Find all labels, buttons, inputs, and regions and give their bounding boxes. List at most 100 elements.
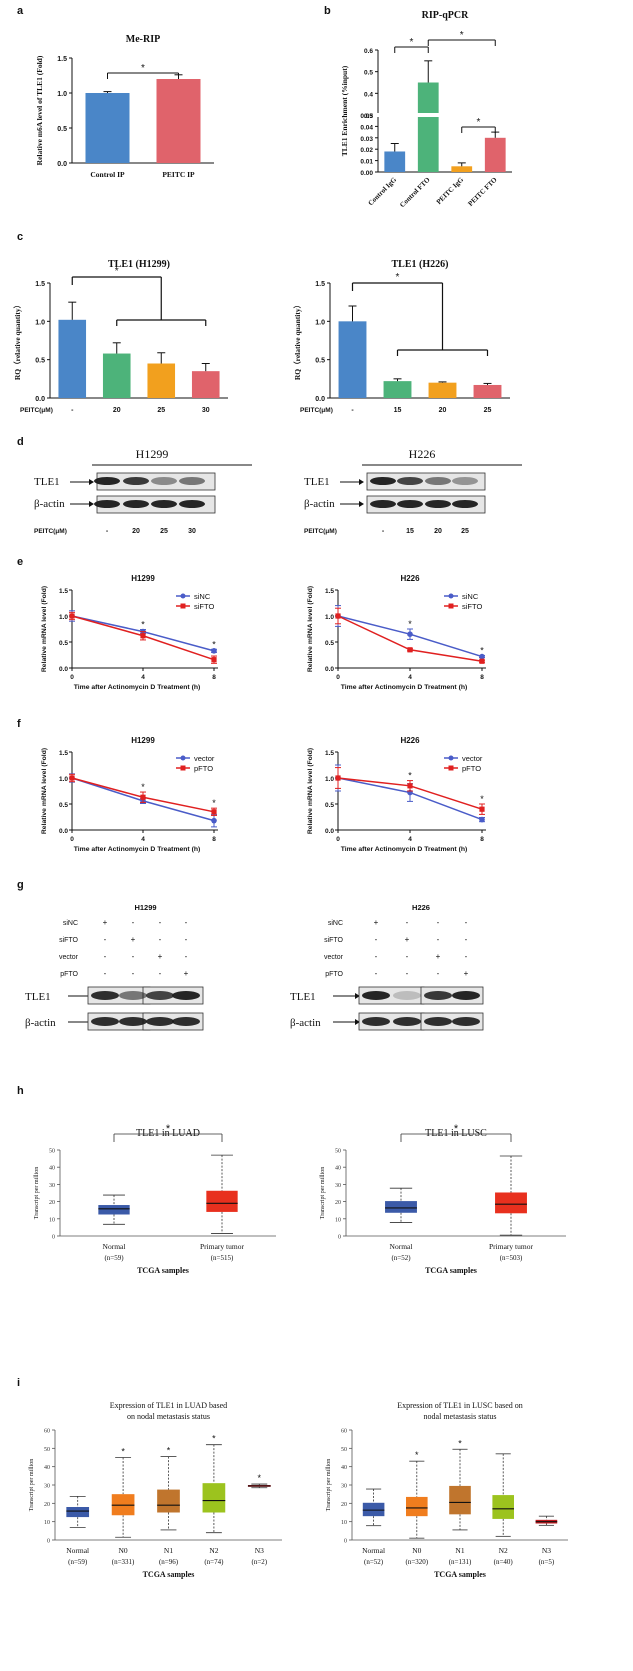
y-tick-label: 60 bbox=[341, 1429, 347, 1435]
chart-e2: H226 0.0 0.5 1.0 1.5 0 4 8 Time after Actinomyci… bbox=[307, 574, 486, 691]
y-tick-label: 0.5 bbox=[325, 802, 334, 809]
series-point bbox=[211, 657, 217, 663]
condition-label: vector bbox=[324, 954, 344, 961]
bar bbox=[428, 382, 457, 398]
chart-title: TLE1 in LUAD bbox=[136, 1128, 200, 1139]
blot-band bbox=[362, 1017, 390, 1026]
x-axis-label: TCGA samples bbox=[425, 1266, 477, 1275]
bar bbox=[451, 166, 473, 172]
x-tick-label: N0 bbox=[412, 1546, 421, 1555]
condition-mark: + bbox=[184, 969, 189, 978]
y-tick-label: 30 bbox=[335, 1183, 341, 1189]
bar bbox=[417, 82, 439, 172]
y-tick-label: 0.0 bbox=[35, 396, 45, 403]
blot-band bbox=[452, 1017, 480, 1026]
x-tick-label: 30 bbox=[202, 407, 210, 414]
y-tick-label: 20 bbox=[341, 1502, 347, 1508]
condition-mark: - bbox=[437, 969, 440, 978]
y-tick-label: 50 bbox=[341, 1447, 347, 1453]
condition-mark: + bbox=[131, 935, 136, 944]
legend-label: pFTO bbox=[194, 764, 213, 773]
condition-mark: - bbox=[465, 935, 468, 944]
blot-band bbox=[179, 500, 205, 508]
panel-label-h: h bbox=[17, 1085, 24, 1097]
panel-label-g: g bbox=[17, 879, 24, 891]
sample-count: (n=331) bbox=[112, 1558, 135, 1566]
x-tick-label: 8 bbox=[212, 674, 216, 681]
series-point bbox=[407, 647, 413, 653]
condition-label: siNC bbox=[328, 920, 343, 927]
y-tick-label: 1.0 bbox=[325, 614, 334, 621]
condition-mark: - bbox=[406, 918, 409, 927]
blot-g-left: H1299 siNC + - - - siFTO - + - - vector - - + - pFTO - - - +… bbox=[25, 903, 204, 1031]
condition-mark: - bbox=[104, 952, 107, 961]
y-axis-label: Relative m6A level of TLE1 (Fold) bbox=[35, 55, 44, 165]
blot-band bbox=[123, 500, 149, 508]
condition-mark: + bbox=[464, 969, 469, 978]
y-tick-label: 0.0 bbox=[315, 396, 325, 403]
x-axis-label: TCGA samples bbox=[137, 1266, 189, 1275]
chart-b: RIP-qPCR 0.00 0.01 0.02 0.03 0.04 0.050.3 0.4 0.… bbox=[340, 10, 516, 209]
y-tick-label: 0 bbox=[52, 1235, 55, 1241]
y-axis-label: Relative mRNA level (Fold) bbox=[41, 586, 48, 672]
y-tick-label: 1.0 bbox=[59, 776, 68, 783]
y-tick-label: 0.5 bbox=[59, 802, 68, 809]
y-tick-label: 40 bbox=[49, 1166, 55, 1172]
x-tick-label: 8 bbox=[480, 674, 484, 681]
y-tick-label: 0.5 bbox=[35, 358, 45, 365]
significance-star: * bbox=[458, 1438, 462, 1448]
condition-mark: - bbox=[159, 918, 162, 927]
sample-count: (n=5) bbox=[539, 1558, 555, 1566]
condition-mark: - bbox=[132, 918, 135, 927]
x-axis-label: Time after Actinomycin D Treatment (h) bbox=[341, 846, 468, 853]
y-tick-label: 40 bbox=[341, 1465, 347, 1471]
bar bbox=[384, 151, 406, 172]
x-tick-label: 20 bbox=[113, 407, 121, 414]
legend-label: siFTO bbox=[194, 602, 214, 611]
box bbox=[66, 1507, 90, 1518]
y-tick-label: 0.5 bbox=[59, 640, 68, 647]
x-tick-label: 25 bbox=[157, 407, 165, 414]
chart-title: Me-RIP bbox=[126, 34, 160, 45]
arrow-head bbox=[355, 1019, 360, 1025]
y-tick-label: 0.0 bbox=[325, 666, 334, 673]
y-tick-label: 30 bbox=[341, 1484, 347, 1490]
significance-star: * bbox=[166, 1123, 171, 1135]
lane-label: - bbox=[106, 528, 109, 535]
significance-star: * bbox=[480, 646, 484, 656]
x-tick-label: 0 bbox=[336, 836, 340, 843]
y-tick-label: 1.0 bbox=[35, 319, 45, 326]
x-tick-label: 8 bbox=[480, 836, 484, 843]
blot-row-label: TLE1 bbox=[304, 476, 330, 488]
x-tick-label: PEITC IgG bbox=[435, 175, 466, 206]
y-tick-label: 0.00 bbox=[360, 170, 373, 177]
y-tick-label: 1.0 bbox=[57, 91, 67, 98]
condition-mark: + bbox=[436, 952, 441, 961]
blot-band bbox=[452, 500, 478, 508]
condition-mark: - bbox=[185, 918, 188, 927]
y-tick-label: 1.0 bbox=[325, 776, 334, 783]
bar bbox=[102, 353, 131, 398]
legend-marker bbox=[180, 593, 186, 599]
sample-count: (n=74) bbox=[204, 1558, 224, 1566]
condition-mark: - bbox=[465, 918, 468, 927]
blot-band bbox=[397, 500, 423, 508]
y-tick-label: 0.4 bbox=[364, 91, 373, 98]
blot-title: H1299 bbox=[136, 447, 169, 461]
significance-star: * bbox=[141, 782, 145, 792]
panel-label-c: c bbox=[17, 231, 23, 243]
bar bbox=[338, 321, 367, 398]
x-tick-label: 4 bbox=[408, 674, 412, 681]
box bbox=[206, 1190, 238, 1212]
panel-label-d: d bbox=[17, 436, 24, 448]
chart-i1: Expression of TLE1 in LUAD based on nodal… bbox=[29, 1401, 282, 1579]
x-axis-label: Time after Actinomycin D Treatment (h) bbox=[74, 846, 201, 853]
condition-mark: - bbox=[406, 952, 409, 961]
series-point bbox=[69, 775, 75, 781]
sample-count: (n=59) bbox=[68, 1558, 88, 1566]
significance-star: * bbox=[408, 771, 412, 781]
blot-band bbox=[119, 1017, 147, 1026]
panel-label-b: b bbox=[324, 5, 331, 17]
sample-count: (n=320) bbox=[405, 1558, 428, 1566]
legend-marker bbox=[448, 755, 454, 761]
